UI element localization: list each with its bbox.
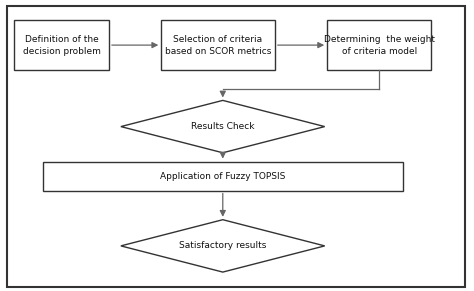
FancyBboxPatch shape — [14, 20, 109, 70]
Text: Selection of criteria
based on SCOR metrics: Selection of criteria based on SCOR metr… — [165, 35, 271, 56]
Text: Application of Fuzzy TOPSIS: Application of Fuzzy TOPSIS — [160, 172, 285, 180]
Polygon shape — [121, 220, 325, 272]
Text: Results Check: Results Check — [191, 122, 255, 131]
Text: Satisfactory results: Satisfactory results — [179, 242, 266, 250]
FancyBboxPatch shape — [7, 6, 465, 287]
Text: Determining  the weight
of criteria model: Determining the weight of criteria model — [324, 35, 435, 56]
FancyBboxPatch shape — [161, 20, 275, 70]
FancyBboxPatch shape — [43, 162, 403, 191]
FancyBboxPatch shape — [327, 20, 431, 70]
Polygon shape — [121, 100, 325, 153]
Text: Definition of the
decision problem: Definition of the decision problem — [23, 35, 100, 56]
